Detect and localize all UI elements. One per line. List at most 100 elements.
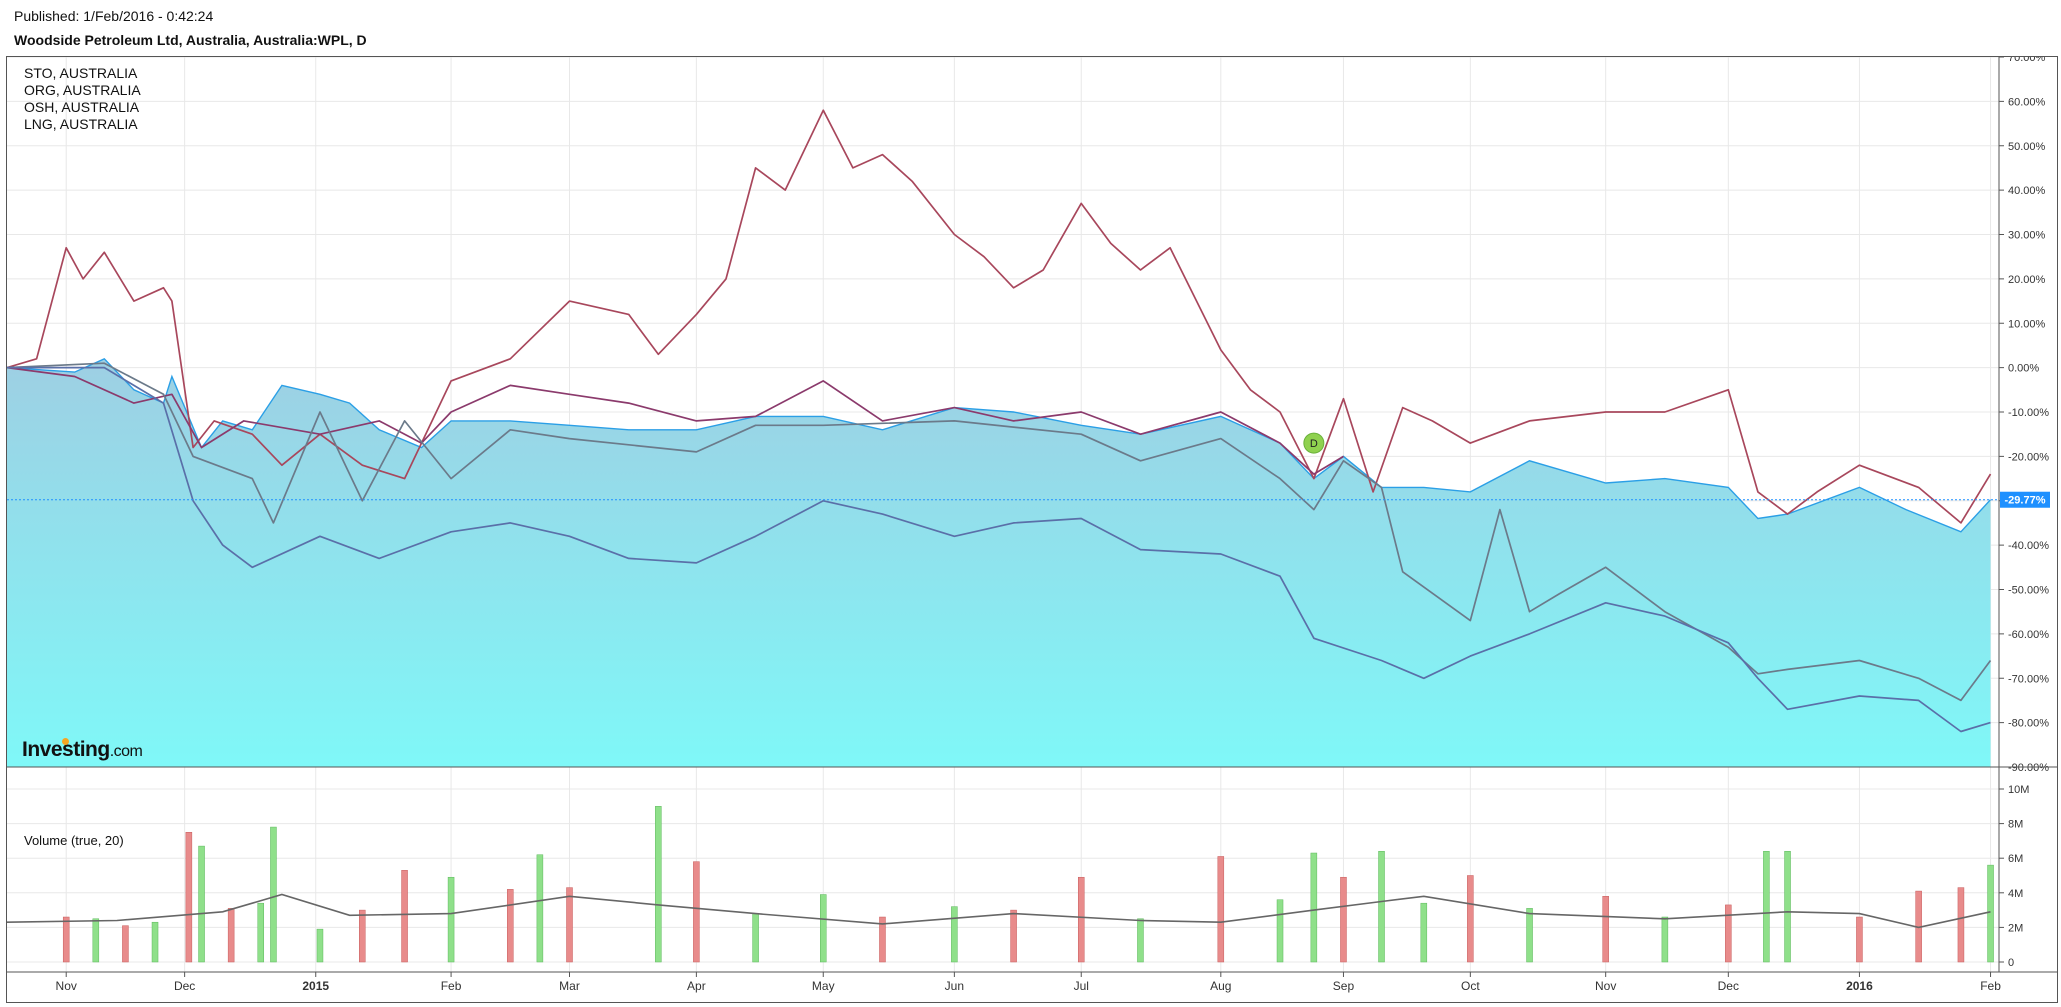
brand-dot-icon	[62, 738, 69, 745]
x-tick-label: Feb	[441, 979, 462, 993]
volume-bar	[1340, 876, 1347, 963]
volume-bar	[185, 832, 193, 963]
x-tick-label: Dec	[1718, 979, 1739, 993]
chart-frame[interactable]: 70.00% 60.00% 50.00% 40.00% 30.00% 20.00% 10.0…	[6, 56, 2058, 1003]
axes: 70.00% 60.00% 50.00% 40.00% 30.00% 20.00% 10.0…	[7, 57, 2057, 993]
vol-y-tick-label: 2M	[2008, 922, 2023, 934]
published-timestamp: Published: 1/Feb/2016 - 0:42:24	[14, 8, 214, 24]
chart-canvas[interactable]: 70.00% 60.00% 50.00% 40.00% 30.00% 20.00% 10.0…	[7, 57, 2057, 1002]
brand-name: Investing	[22, 738, 110, 761]
y-tick-label: 70.00%	[2008, 57, 2046, 64]
volume-bar	[536, 854, 544, 963]
volume-indicator-label[interactable]: Volume (true, 20)	[24, 833, 124, 848]
wpl-area-series	[7, 357, 1992, 767]
event-marker-icon	[1303, 432, 1325, 454]
series-line-sto	[7, 362, 1992, 702]
volume-bar	[1856, 916, 1863, 963]
volume-bar	[1526, 908, 1533, 963]
x-tick-label: 2015	[302, 979, 329, 993]
volume-bar	[401, 870, 408, 963]
last-value-box	[2000, 491, 2050, 508]
x-tick-label: 2016	[1846, 979, 1873, 993]
x-tick-label: Jul	[1074, 979, 1089, 993]
event-marker-label: D	[1310, 438, 1318, 450]
legend-item-lng[interactable]: LNG, AUSTRALIA	[24, 116, 138, 132]
volume-bar	[566, 887, 573, 963]
volume-bar	[122, 925, 129, 963]
x-tick-label: Feb	[1980, 979, 2001, 993]
volume-bar	[1378, 851, 1385, 963]
series-line-org	[7, 366, 1344, 475]
volume-bar	[879, 916, 886, 963]
comparison-lines	[7, 109, 1992, 733]
volume-bar	[951, 906, 958, 963]
y-tick-label: -60.00%	[2008, 629, 2049, 641]
volume-bar	[1661, 916, 1669, 963]
volume-bar	[1420, 902, 1428, 963]
series-line-lng	[7, 109, 1992, 524]
volume-bar	[316, 928, 324, 963]
volume-bar	[270, 826, 277, 963]
volume-bar	[1217, 856, 1225, 963]
volume-bar	[198, 845, 205, 963]
volume-bar	[151, 921, 159, 963]
x-tick-label: Sep	[1333, 979, 1355, 993]
volume-bar	[1763, 851, 1770, 963]
legend-item-osh[interactable]: OSH, AUSTRALIA	[24, 99, 140, 115]
volume-bar	[507, 889, 514, 963]
y-tick-label: 40.00%	[2008, 185, 2046, 197]
y-tick-label: 10.00%	[2008, 318, 2046, 330]
wpl-area-line	[7, 357, 1992, 533]
y-tick-label: 30.00%	[2008, 230, 2046, 242]
volume-bar	[1077, 876, 1085, 963]
y-tick-label: -40.00%	[2008, 540, 2049, 552]
vol-y-tick-label: 4M	[2008, 888, 2023, 900]
y-tick-label: 50.00%	[2008, 141, 2046, 153]
volume-ma-line	[7, 893, 1991, 929]
x-tick-label: Mar	[559, 979, 580, 993]
investing-logo: Investing.com	[22, 738, 143, 762]
volume-bar	[1010, 909, 1017, 963]
volume-bar	[257, 902, 265, 963]
volume-bar	[227, 908, 235, 963]
x-tick-label: Apr	[687, 979, 706, 993]
last-value-label: -29.77%	[2005, 495, 2046, 507]
volume-bar	[1276, 899, 1284, 963]
volume-bar	[1467, 875, 1474, 963]
x-tick-label: Nov	[1595, 979, 1616, 993]
volume-bar	[1137, 918, 1144, 963]
y-tick-label: 60.00%	[2008, 96, 2046, 108]
volume-bar	[655, 806, 662, 963]
x-tick-label: Aug	[1210, 979, 1231, 993]
legend-item-sto[interactable]: STO, AUSTRALIA	[24, 65, 138, 81]
vol-y-tick-label: 10M	[2008, 784, 2029, 796]
volume-bar	[820, 894, 827, 963]
x-tick-label: Oct	[1461, 979, 1480, 993]
y-tick-label: -50.00%	[2008, 585, 2049, 597]
x-tick-label: Nov	[56, 979, 77, 993]
vol-y-tick-label: 0	[2008, 957, 2014, 969]
x-tick-label: May	[812, 979, 835, 993]
volume-bar	[447, 876, 455, 963]
y-tick-label: -10.00%	[2008, 407, 2049, 419]
volume-bar	[1602, 896, 1609, 963]
y-tick-label: -80.00%	[2008, 718, 2049, 730]
volume-bar	[1310, 852, 1318, 963]
y-tick-label: 0.00%	[2008, 363, 2039, 375]
vol-y-tick-label: 8M	[2008, 819, 2023, 831]
series-line-osh	[7, 366, 1991, 733]
y-tick-label: -90.00%	[2008, 762, 2049, 774]
wpl-area-fill	[7, 358, 1991, 767]
legend-item-org[interactable]: ORG, AUSTRALIA	[24, 82, 141, 98]
volume-bar	[62, 916, 70, 963]
volume-bar	[1725, 904, 1732, 963]
vol-y-tick-label: 6M	[2008, 853, 2023, 865]
y-tick-label: -20.00%	[2008, 451, 2049, 463]
volume-bar	[752, 913, 759, 963]
brand-suffix: .com	[109, 743, 143, 760]
x-tick-label: Dec	[174, 979, 195, 993]
x-tick-label: Jun	[945, 979, 964, 993]
chart-subtitle: Woodside Petroleum Ltd, Australia, Austr…	[14, 32, 367, 48]
volume-bar	[1784, 851, 1791, 963]
volume-bar	[92, 918, 100, 963]
